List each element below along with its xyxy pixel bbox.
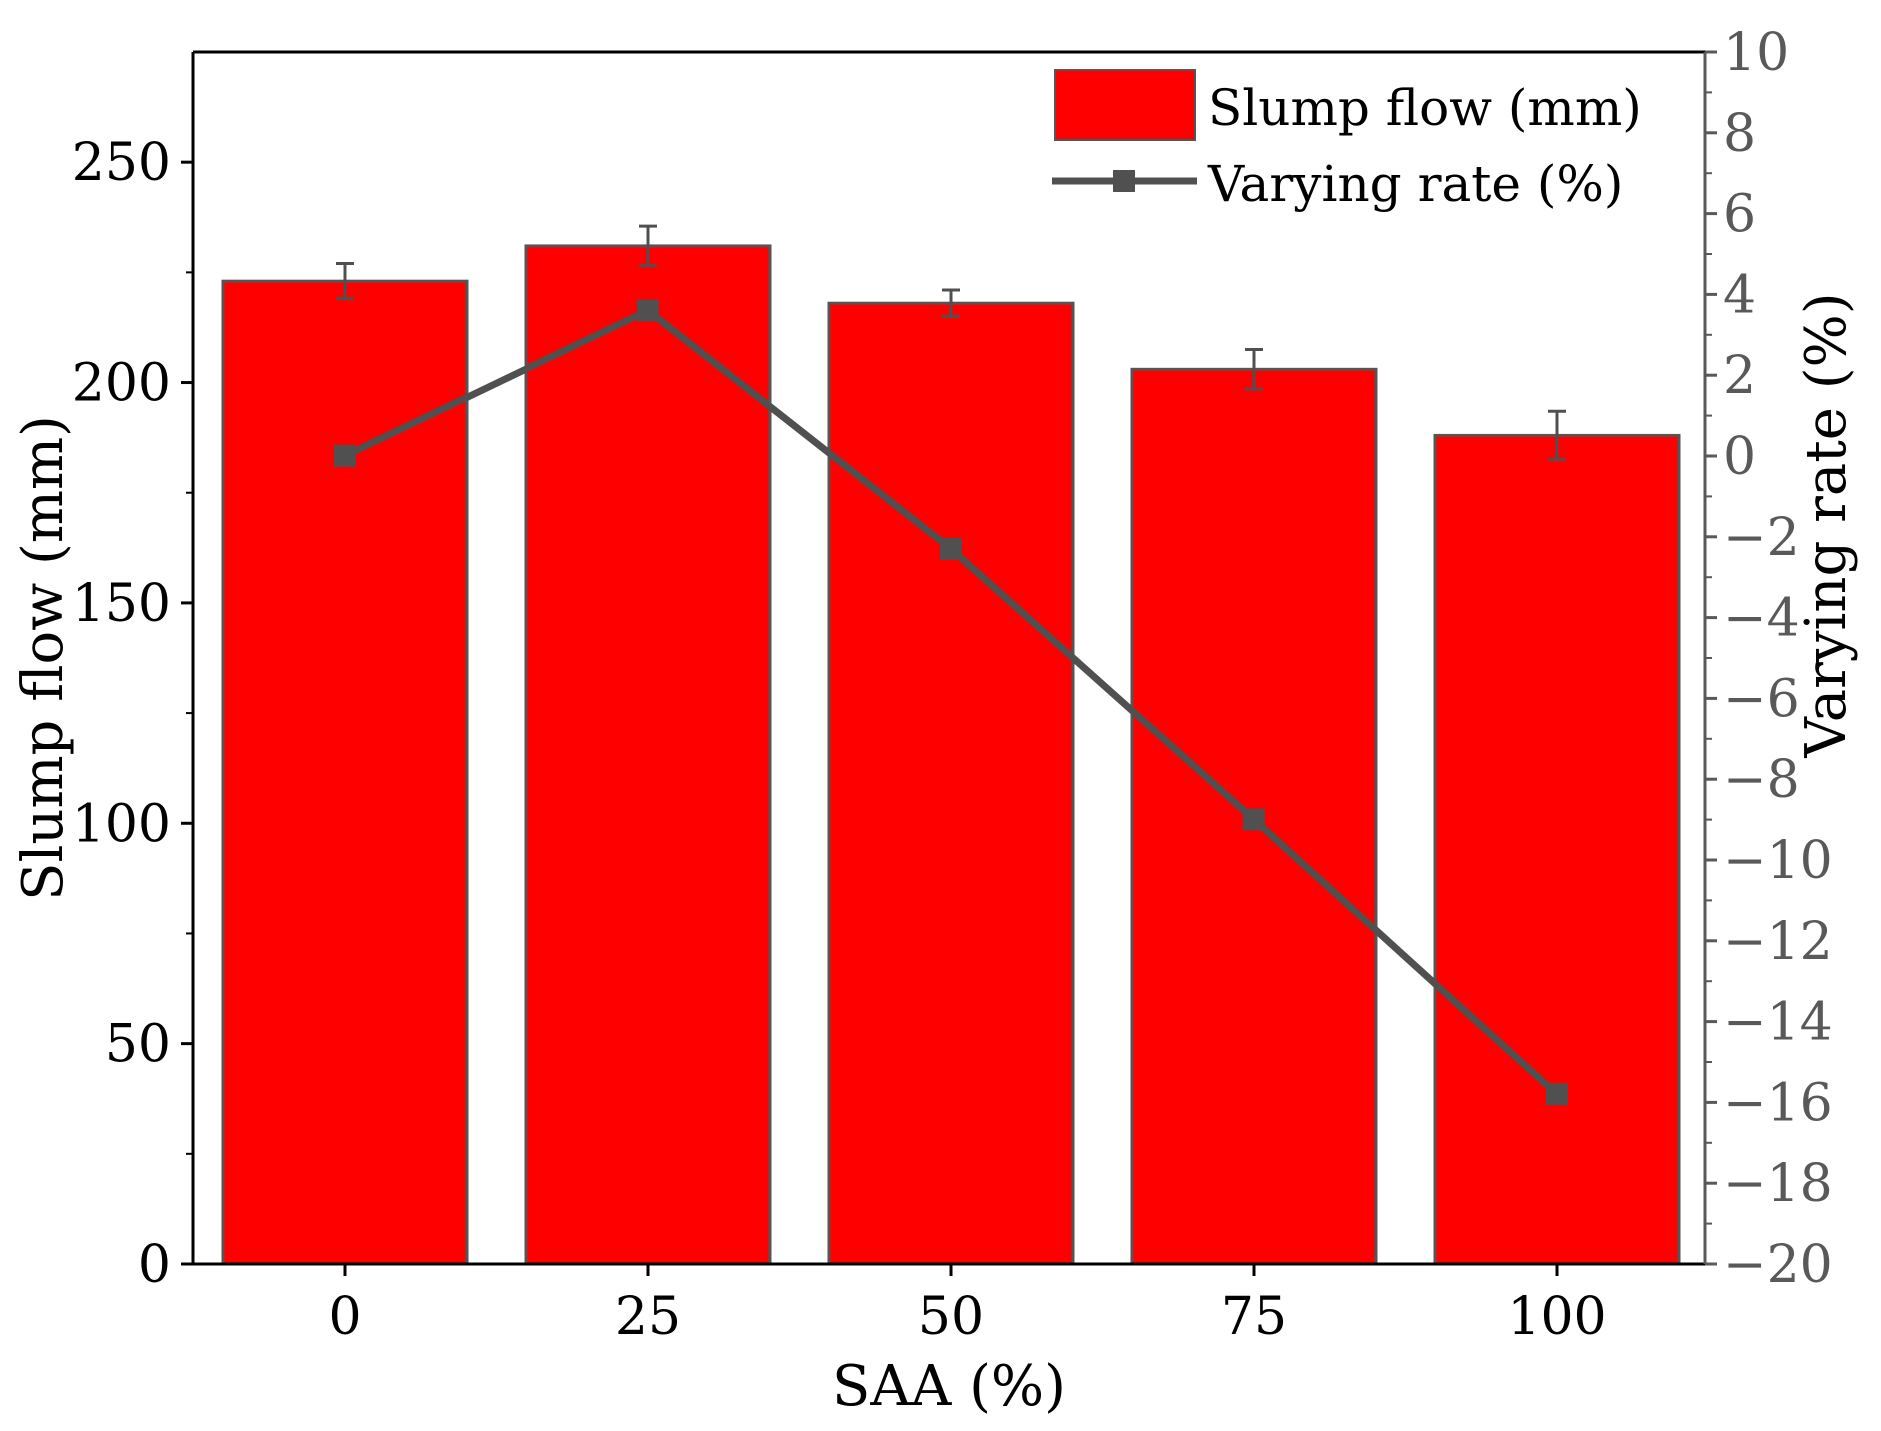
y-right-tick-label--16: −16 <box>1723 1073 1833 1133</box>
error-bar-100 <box>1548 409 1566 462</box>
bar-0 <box>221 279 469 1266</box>
y-right-tick-label--14: −14 <box>1723 993 1833 1053</box>
errorbars-layer <box>336 224 1566 462</box>
error-bar-0 <box>336 262 354 301</box>
y-right-tick-label--6: −6 <box>1723 669 1800 729</box>
left-ticks-layer: 0 50 100 150 200 250 <box>72 133 193 1295</box>
y-tick-label-0: 0 <box>138 1235 171 1295</box>
y-axis-title: Slump flow (mm) <box>11 415 76 901</box>
varying-rate-point-75 <box>1243 808 1265 831</box>
y-tick-label-150: 150 <box>72 574 171 634</box>
y-right-tick-label--18: −18 <box>1723 1154 1833 1214</box>
line-layer <box>334 299 1568 1106</box>
x-axis-title: SAA (%) <box>832 1354 1066 1419</box>
legend-line-marker <box>1113 170 1135 192</box>
x-tick-label-0: 0 <box>328 1287 361 1347</box>
x-ticks-layer: 0 25 50 75 100 <box>328 1264 1607 1347</box>
error-bar-75 <box>1245 347 1263 391</box>
bar-50 <box>827 301 1075 1266</box>
y-right-tick-label--8: −8 <box>1723 750 1800 810</box>
x-tick-label-100: 100 <box>1507 1287 1606 1347</box>
error-bar-50 <box>942 288 960 318</box>
y-tick-label-50: 50 <box>105 1015 171 1075</box>
varying-rate-point-50 <box>940 537 962 560</box>
y-right-tick-label-6: 6 <box>1723 185 1756 245</box>
y-right-tick-label-4: 4 <box>1723 265 1756 325</box>
bar-100 <box>1433 433 1681 1266</box>
varying-rate-point-0 <box>334 445 356 467</box>
y-right-tick-label-0: 0 <box>1723 427 1756 487</box>
legend-bar-label: Slump flow (mm) <box>1208 79 1642 137</box>
varying-rate-point-100 <box>1546 1083 1568 1106</box>
y-axis-right-title: Varying rate (%) <box>1794 292 1859 758</box>
x-tick-label-50: 50 <box>918 1287 984 1347</box>
legend-line-label: Varying rate (%) <box>1207 155 1623 213</box>
y-tick-label-250: 250 <box>72 133 171 193</box>
legend-bar-swatch <box>1054 69 1196 141</box>
error-bar-25 <box>639 224 657 268</box>
y-tick-label-200: 200 <box>72 354 171 414</box>
varying-rate-point-25 <box>637 299 659 322</box>
y-right-tick-label--12: −12 <box>1723 912 1833 972</box>
legend: Slump flow (mm) Varying rate (%) <box>1052 69 1642 213</box>
y-right-tick-label-8: 8 <box>1723 104 1756 164</box>
y-right-tick-label--2: −2 <box>1723 508 1800 568</box>
bars-layer <box>221 244 1681 1266</box>
y-right-tick-label-2: 2 <box>1723 346 1756 406</box>
bar-25 <box>524 244 772 1266</box>
x-tick-label-25: 25 <box>615 1287 681 1347</box>
x-tick-label-75: 75 <box>1221 1287 1287 1347</box>
y-tick-label-100: 100 <box>72 794 171 854</box>
y-right-tick-label-10: 10 <box>1723 23 1789 83</box>
y-right-tick-label--20: −20 <box>1723 1235 1833 1295</box>
y-right-tick-label--10: −10 <box>1723 831 1833 891</box>
y-right-tick-label--4: −4 <box>1723 589 1800 649</box>
